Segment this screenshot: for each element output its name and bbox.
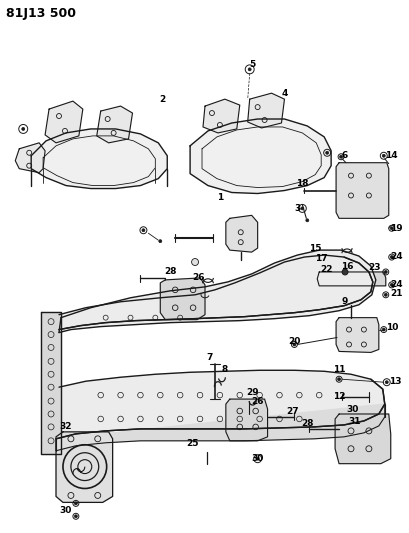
Text: 5: 5 xyxy=(249,60,256,69)
Circle shape xyxy=(248,68,251,71)
Polygon shape xyxy=(56,370,385,439)
Text: 32: 32 xyxy=(60,423,72,431)
Circle shape xyxy=(382,328,385,331)
Text: 27: 27 xyxy=(286,407,299,416)
Circle shape xyxy=(306,219,309,222)
Circle shape xyxy=(390,256,393,259)
Text: 21: 21 xyxy=(391,289,403,298)
Text: 22: 22 xyxy=(320,265,333,274)
Text: 12: 12 xyxy=(333,392,345,401)
Polygon shape xyxy=(45,101,83,143)
Text: 26: 26 xyxy=(252,397,264,406)
Polygon shape xyxy=(190,119,331,193)
Circle shape xyxy=(74,515,77,518)
Polygon shape xyxy=(59,255,373,329)
Polygon shape xyxy=(336,163,389,219)
Text: 4: 4 xyxy=(281,88,288,98)
Polygon shape xyxy=(31,129,167,189)
Text: 29: 29 xyxy=(246,387,259,397)
Circle shape xyxy=(382,154,385,157)
Circle shape xyxy=(390,227,393,230)
Text: 23: 23 xyxy=(369,263,381,272)
Text: 16: 16 xyxy=(341,262,353,271)
Circle shape xyxy=(390,284,393,286)
Circle shape xyxy=(293,343,296,346)
Text: 30: 30 xyxy=(60,506,72,515)
Text: 6: 6 xyxy=(342,151,348,160)
Text: 7: 7 xyxy=(207,353,213,362)
Polygon shape xyxy=(56,404,385,451)
Polygon shape xyxy=(56,432,112,503)
Text: 30: 30 xyxy=(252,454,264,463)
Polygon shape xyxy=(97,106,133,143)
Polygon shape xyxy=(317,272,386,286)
Text: 28: 28 xyxy=(164,268,177,277)
Polygon shape xyxy=(226,215,258,252)
Text: 3: 3 xyxy=(294,204,301,213)
Text: 2: 2 xyxy=(159,95,165,103)
Text: 17: 17 xyxy=(315,254,328,263)
Polygon shape xyxy=(59,250,376,333)
Polygon shape xyxy=(335,414,391,464)
Circle shape xyxy=(384,293,387,296)
Circle shape xyxy=(301,207,304,210)
Text: 13: 13 xyxy=(389,377,402,386)
Circle shape xyxy=(74,502,77,505)
Circle shape xyxy=(142,229,145,232)
Text: 24: 24 xyxy=(390,280,403,289)
Circle shape xyxy=(337,378,341,381)
Circle shape xyxy=(159,240,162,243)
Text: 25: 25 xyxy=(186,439,198,448)
Circle shape xyxy=(22,127,25,131)
Circle shape xyxy=(326,151,329,154)
Text: 26: 26 xyxy=(192,273,204,282)
Circle shape xyxy=(385,381,388,384)
Text: 14: 14 xyxy=(385,151,398,160)
Circle shape xyxy=(256,457,259,460)
Text: 1: 1 xyxy=(217,193,223,202)
Text: 15: 15 xyxy=(309,244,321,253)
Polygon shape xyxy=(160,278,205,320)
Text: 9: 9 xyxy=(342,297,348,306)
Text: 24: 24 xyxy=(390,252,403,261)
Text: 19: 19 xyxy=(390,224,403,233)
Polygon shape xyxy=(248,93,284,128)
Text: 20: 20 xyxy=(288,337,301,346)
Text: 11: 11 xyxy=(333,365,345,374)
Circle shape xyxy=(342,269,348,275)
Polygon shape xyxy=(203,99,240,133)
Polygon shape xyxy=(226,399,267,441)
Text: 30: 30 xyxy=(347,405,359,414)
Text: 8: 8 xyxy=(222,365,228,374)
Polygon shape xyxy=(15,143,45,173)
Circle shape xyxy=(191,259,198,265)
Text: 81J13 500: 81J13 500 xyxy=(7,7,76,20)
Circle shape xyxy=(339,155,343,158)
Text: 31: 31 xyxy=(349,417,361,426)
Text: 10: 10 xyxy=(386,323,398,332)
Polygon shape xyxy=(336,318,379,352)
Text: 28: 28 xyxy=(301,419,314,429)
Polygon shape xyxy=(41,312,61,454)
Text: 18: 18 xyxy=(296,179,308,188)
Circle shape xyxy=(384,270,387,273)
